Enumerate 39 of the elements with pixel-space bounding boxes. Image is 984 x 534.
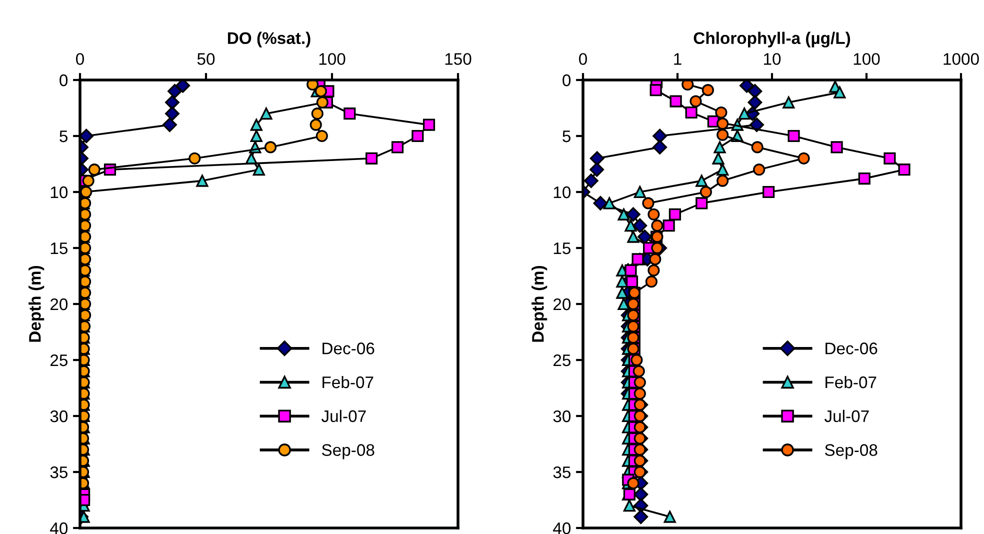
y-tick-label: 30 bbox=[50, 410, 68, 422]
chart-title: DO (%sat.) bbox=[228, 32, 310, 48]
y-tick-label: 35 bbox=[553, 466, 570, 478]
x-tick-label: 1000 bbox=[944, 53, 979, 65]
legend-label: Feb-07 bbox=[322, 376, 374, 388]
y-tick-label: 30 bbox=[553, 410, 571, 422]
x-tick-label: 100 bbox=[854, 53, 880, 65]
x-tick-label: 0 bbox=[579, 53, 587, 65]
x-tick-label: 1 bbox=[674, 53, 682, 65]
y-tick-label: 35 bbox=[50, 466, 68, 478]
x-tick-label: 50 bbox=[197, 53, 215, 65]
x-tick-label: 150 bbox=[445, 53, 472, 65]
y-tick-label: 20 bbox=[553, 298, 571, 310]
x-tick-label: 100 bbox=[319, 53, 346, 65]
y-tick-label: 0 bbox=[60, 74, 68, 86]
legend-label: Dec-06 bbox=[322, 342, 374, 354]
y-tick-label: 25 bbox=[50, 354, 68, 366]
legend-label: Sep-08 bbox=[322, 444, 374, 460]
legend-label: Jul-07 bbox=[321, 410, 366, 422]
y-tick-label: 40 bbox=[50, 522, 68, 534]
legend-label: Dec-06 bbox=[826, 342, 878, 354]
y-tick-label: 0 bbox=[562, 74, 571, 86]
y-tick-label: 40 bbox=[553, 522, 571, 534]
y-tick-label: 5 bbox=[60, 130, 68, 142]
legend-label: Sep-08 bbox=[824, 444, 878, 460]
x-tick-label: 10 bbox=[764, 53, 781, 65]
chart-title: Chlorophyll-a (µg/L) bbox=[694, 32, 850, 48]
y-tick-label: 20 bbox=[50, 298, 68, 310]
y-tick-label: 15 bbox=[50, 242, 68, 254]
y-axis-title: Depth (m) bbox=[532, 266, 548, 342]
y-tick-label: 15 bbox=[554, 242, 570, 254]
y-tick-label: 10 bbox=[554, 186, 571, 198]
legend-label: Feb-07 bbox=[826, 376, 876, 388]
y-tick-label: 5 bbox=[562, 130, 570, 142]
x-tick-label: 0 bbox=[76, 53, 84, 65]
legend-label: Jul-07 bbox=[824, 410, 869, 422]
y-tick-label: 10 bbox=[50, 186, 68, 198]
y-tick-label: 25 bbox=[553, 354, 570, 366]
y-axis-title: Depth (m) bbox=[28, 266, 44, 342]
